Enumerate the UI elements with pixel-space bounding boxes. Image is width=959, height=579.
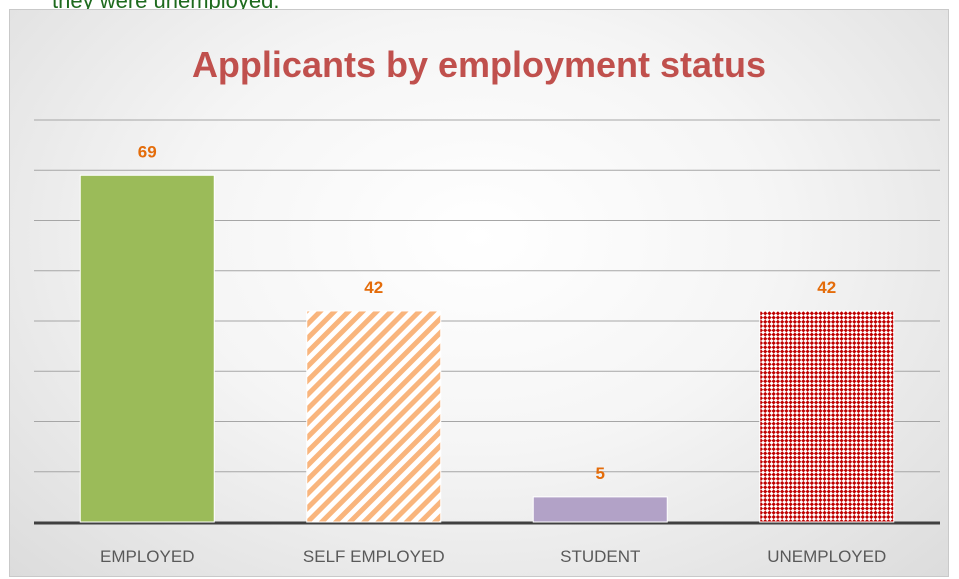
- bar-student: [532, 496, 668, 523]
- x-tick-label: UNEMPLOYED: [767, 547, 886, 566]
- x-tick-label: EMPLOYED: [100, 547, 194, 566]
- data-label: 42: [817, 278, 836, 297]
- data-label: 69: [138, 142, 157, 161]
- chart-title: Applicants by employment status: [191, 44, 767, 85]
- bar-unemployed: [759, 310, 895, 523]
- bar-chart: 69 EMPLOYED 42 SELF EMPLOYED 5 STUDENT 42 UNEMP…: [34, 119, 940, 566]
- bar-employed: [79, 174, 215, 523]
- data-label: 5: [596, 464, 605, 483]
- x-tick-label: SELF EMPLOYED: [303, 547, 445, 566]
- data-label: 42: [364, 278, 383, 297]
- bar-self-employed: [306, 310, 442, 523]
- chart-container: Applicants by employment status 69 EMPLOY…: [9, 9, 949, 577]
- x-tick-label: STUDENT: [560, 547, 640, 566]
